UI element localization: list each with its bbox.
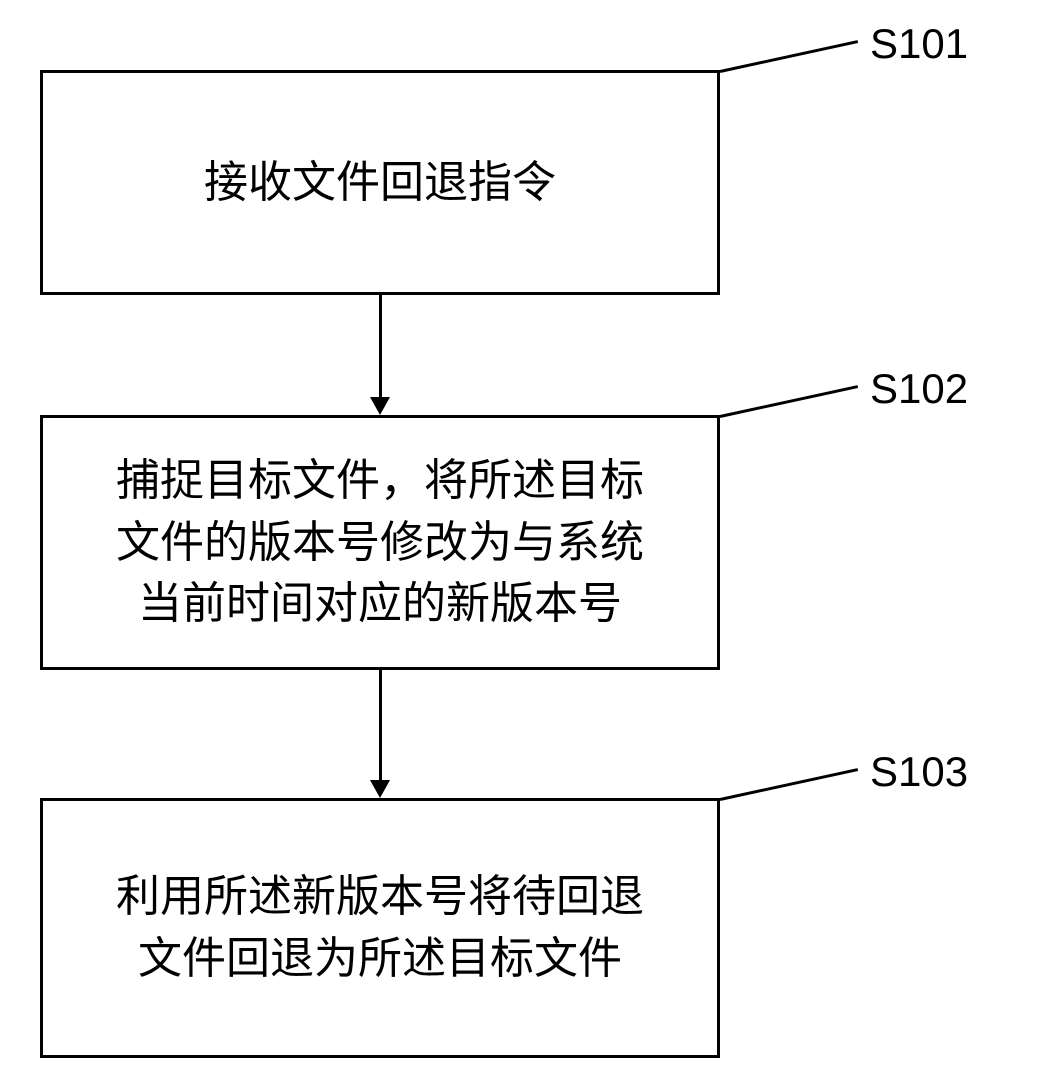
label-line-1 xyxy=(720,40,859,73)
step-text-1: 接收文件回退指令 xyxy=(204,152,556,214)
arrow-line-1 xyxy=(379,295,382,397)
label-line-2 xyxy=(720,385,859,418)
label-line-3 xyxy=(720,768,859,801)
step-label-1: S101 xyxy=(870,20,968,68)
step-text-2: 捕捉目标文件，将所述目标 文件的版本号修改为与系统 当前时间对应的新版本号 xyxy=(116,450,644,635)
arrow-head-2 xyxy=(370,780,390,798)
step-label-3: S103 xyxy=(870,748,968,796)
arrow-line-2 xyxy=(379,670,382,780)
step-text-3: 利用所述新版本号将待回退 文件回退为所述目标文件 xyxy=(116,866,644,989)
step-box-3: 利用所述新版本号将待回退 文件回退为所述目标文件 xyxy=(40,798,720,1058)
step-label-2: S102 xyxy=(870,365,968,413)
step-box-2: 捕捉目标文件，将所述目标 文件的版本号修改为与系统 当前时间对应的新版本号 xyxy=(40,415,720,670)
step-box-1: 接收文件回退指令 xyxy=(40,70,720,295)
arrow-head-1 xyxy=(370,397,390,415)
flowchart-container: 接收文件回退指令 S101 捕捉目标文件，将所述目标 文件的版本号修改为与系统 … xyxy=(0,0,1045,1088)
